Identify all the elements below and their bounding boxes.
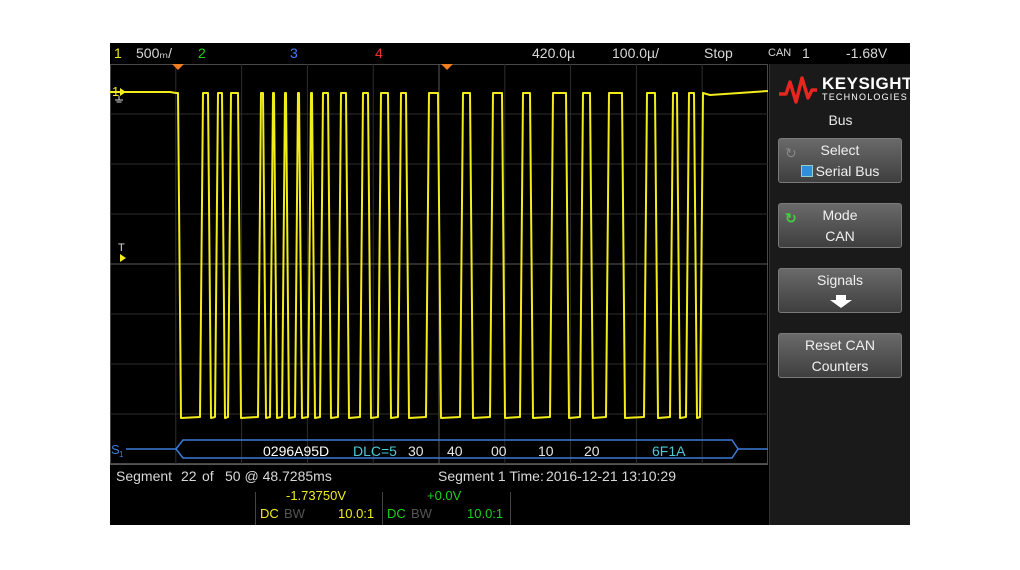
brand-name: KEYSIGHT xyxy=(822,74,910,93)
ch2-offset[interactable]: +0.0V xyxy=(427,488,462,503)
keysight-logo: KEYSIGHT TECHNOLOGIES xyxy=(778,72,910,106)
knob-icon: ↻ xyxy=(785,210,797,226)
segment-label: Segment xyxy=(116,468,173,484)
segment-time-value: 2016-12-21 13:10:29 xyxy=(546,468,676,484)
decode-id: 0296A95D xyxy=(263,443,329,459)
segment-of: of xyxy=(202,468,214,484)
ch1-marker-arrow-icon xyxy=(120,88,126,96)
trigger-level-arrow-icon xyxy=(120,254,126,262)
serial-bus-decode: 0296A95D DLC=5 30 40 00 10 20 6F1A xyxy=(126,439,768,459)
run-state[interactable]: Stop xyxy=(704,45,733,61)
divider xyxy=(382,492,383,525)
ch1-probe[interactable]: 10.0:1 xyxy=(338,506,375,521)
decode-byte-0: 30 xyxy=(408,443,424,459)
divider xyxy=(510,492,511,525)
divider xyxy=(255,492,256,525)
time-reference-marker-icon xyxy=(441,64,453,70)
ch4-number[interactable]: 4 xyxy=(375,45,383,61)
ch1-waveform-trace xyxy=(110,90,768,419)
trigger-type[interactable]: CAN xyxy=(768,47,792,59)
trigger-level-marker[interactable]: T xyxy=(118,242,125,254)
waveform-display[interactable]: 0296A95D DLC=5 30 40 00 10 20 6F1A 1 T S… xyxy=(110,64,768,464)
decode-dlc: DLC=5 xyxy=(353,443,397,459)
arrow-down-icon xyxy=(830,295,852,308)
decode-byte-3: 10 xyxy=(538,443,554,459)
ch1-ground-marker[interactable]: 1 xyxy=(112,84,119,99)
ch2-probe[interactable]: 10.0:1 xyxy=(467,506,504,521)
decode-byte-1: 40 xyxy=(447,443,463,459)
signals-button[interactable]: Signals xyxy=(778,268,902,313)
reset-can-counters-button[interactable]: Reset CAN Counters xyxy=(778,333,902,378)
ch2-coupling[interactable]: DC xyxy=(387,506,406,521)
softkey-label: Reset CAN xyxy=(804,337,876,353)
softkey-value: CAN xyxy=(825,228,855,244)
ch1-number[interactable]: 1 xyxy=(114,45,122,61)
segment-current[interactable]: 22 xyxy=(181,468,197,484)
serial-bus-marker[interactable]: S xyxy=(111,442,120,457)
oscilloscope-screen: 1 500ₘ/ 2 3 4 420.0µ 100.0µ/ Stop CAN 1 … xyxy=(110,43,910,525)
softkey-panel: KEYSIGHT TECHNOLOGIES Bus ↻ Select Seria… xyxy=(769,64,910,525)
mode-button[interactable]: ↻ Mode CAN xyxy=(778,203,902,248)
ch1-bw-limit[interactable]: BW xyxy=(284,506,305,521)
softkey-value-wrap: Serial Bus xyxy=(779,163,901,179)
horizontal-position[interactable]: 420.0µ xyxy=(532,45,576,61)
trigger-level[interactable]: -1.68V xyxy=(846,45,888,61)
ch1-coupling[interactable]: DC xyxy=(260,506,279,521)
select-serial-bus-button[interactable]: ↻ Select Serial Bus xyxy=(778,138,902,183)
status-bar: 1 500ₘ/ 2 3 4 420.0µ 100.0µ/ Stop CAN 1 … xyxy=(110,43,910,63)
softkey-value: Counters xyxy=(811,358,869,374)
ch3-number[interactable]: 3 xyxy=(290,45,298,61)
ch2-bw-limit[interactable]: BW xyxy=(411,506,432,521)
ch1-offset[interactable]: -1.73750V xyxy=(286,488,346,503)
softkey-value: Serial Bus xyxy=(815,163,880,179)
decode-byte-2: 00 xyxy=(491,443,507,459)
trigger-position-marker-icon[interactable] xyxy=(172,64,184,70)
softkey-label: Signals xyxy=(817,272,863,288)
trigger-source[interactable]: 1 xyxy=(802,45,810,61)
time-scale[interactable]: 100.0µ/ xyxy=(612,45,659,61)
decode-crc: 6F1A xyxy=(652,443,686,459)
softkey-label: Select xyxy=(820,142,860,158)
ground-icon xyxy=(115,96,123,103)
checkbox-icon xyxy=(800,165,813,177)
segment-time-label: Segment 1 Time: xyxy=(438,468,544,484)
brand-sub: TECHNOLOGIES xyxy=(822,92,908,102)
segment-total: 50 @ 48.7285ms xyxy=(225,468,332,484)
decode-byte-4: 20 xyxy=(584,443,600,459)
knob-icon: ↻ xyxy=(785,145,797,161)
ch2-number[interactable]: 2 xyxy=(198,45,206,61)
softkey-label: Mode xyxy=(822,207,858,223)
can-frame-outline xyxy=(175,439,739,459)
channel-info: -1.73750V DC BW 10.0:1 +0.0V DC BW 10.0:… xyxy=(110,486,768,525)
menu-title: Bus xyxy=(828,112,853,128)
segment-info-bar: Segment 22 of 50 @ 48.7285ms Segment 1 T… xyxy=(110,464,768,487)
serial-bus-marker-sub: 1 xyxy=(119,450,124,459)
ch1-scale[interactable]: 500ₘ/ xyxy=(136,45,172,61)
keysight-wave-logo-icon xyxy=(779,76,817,104)
